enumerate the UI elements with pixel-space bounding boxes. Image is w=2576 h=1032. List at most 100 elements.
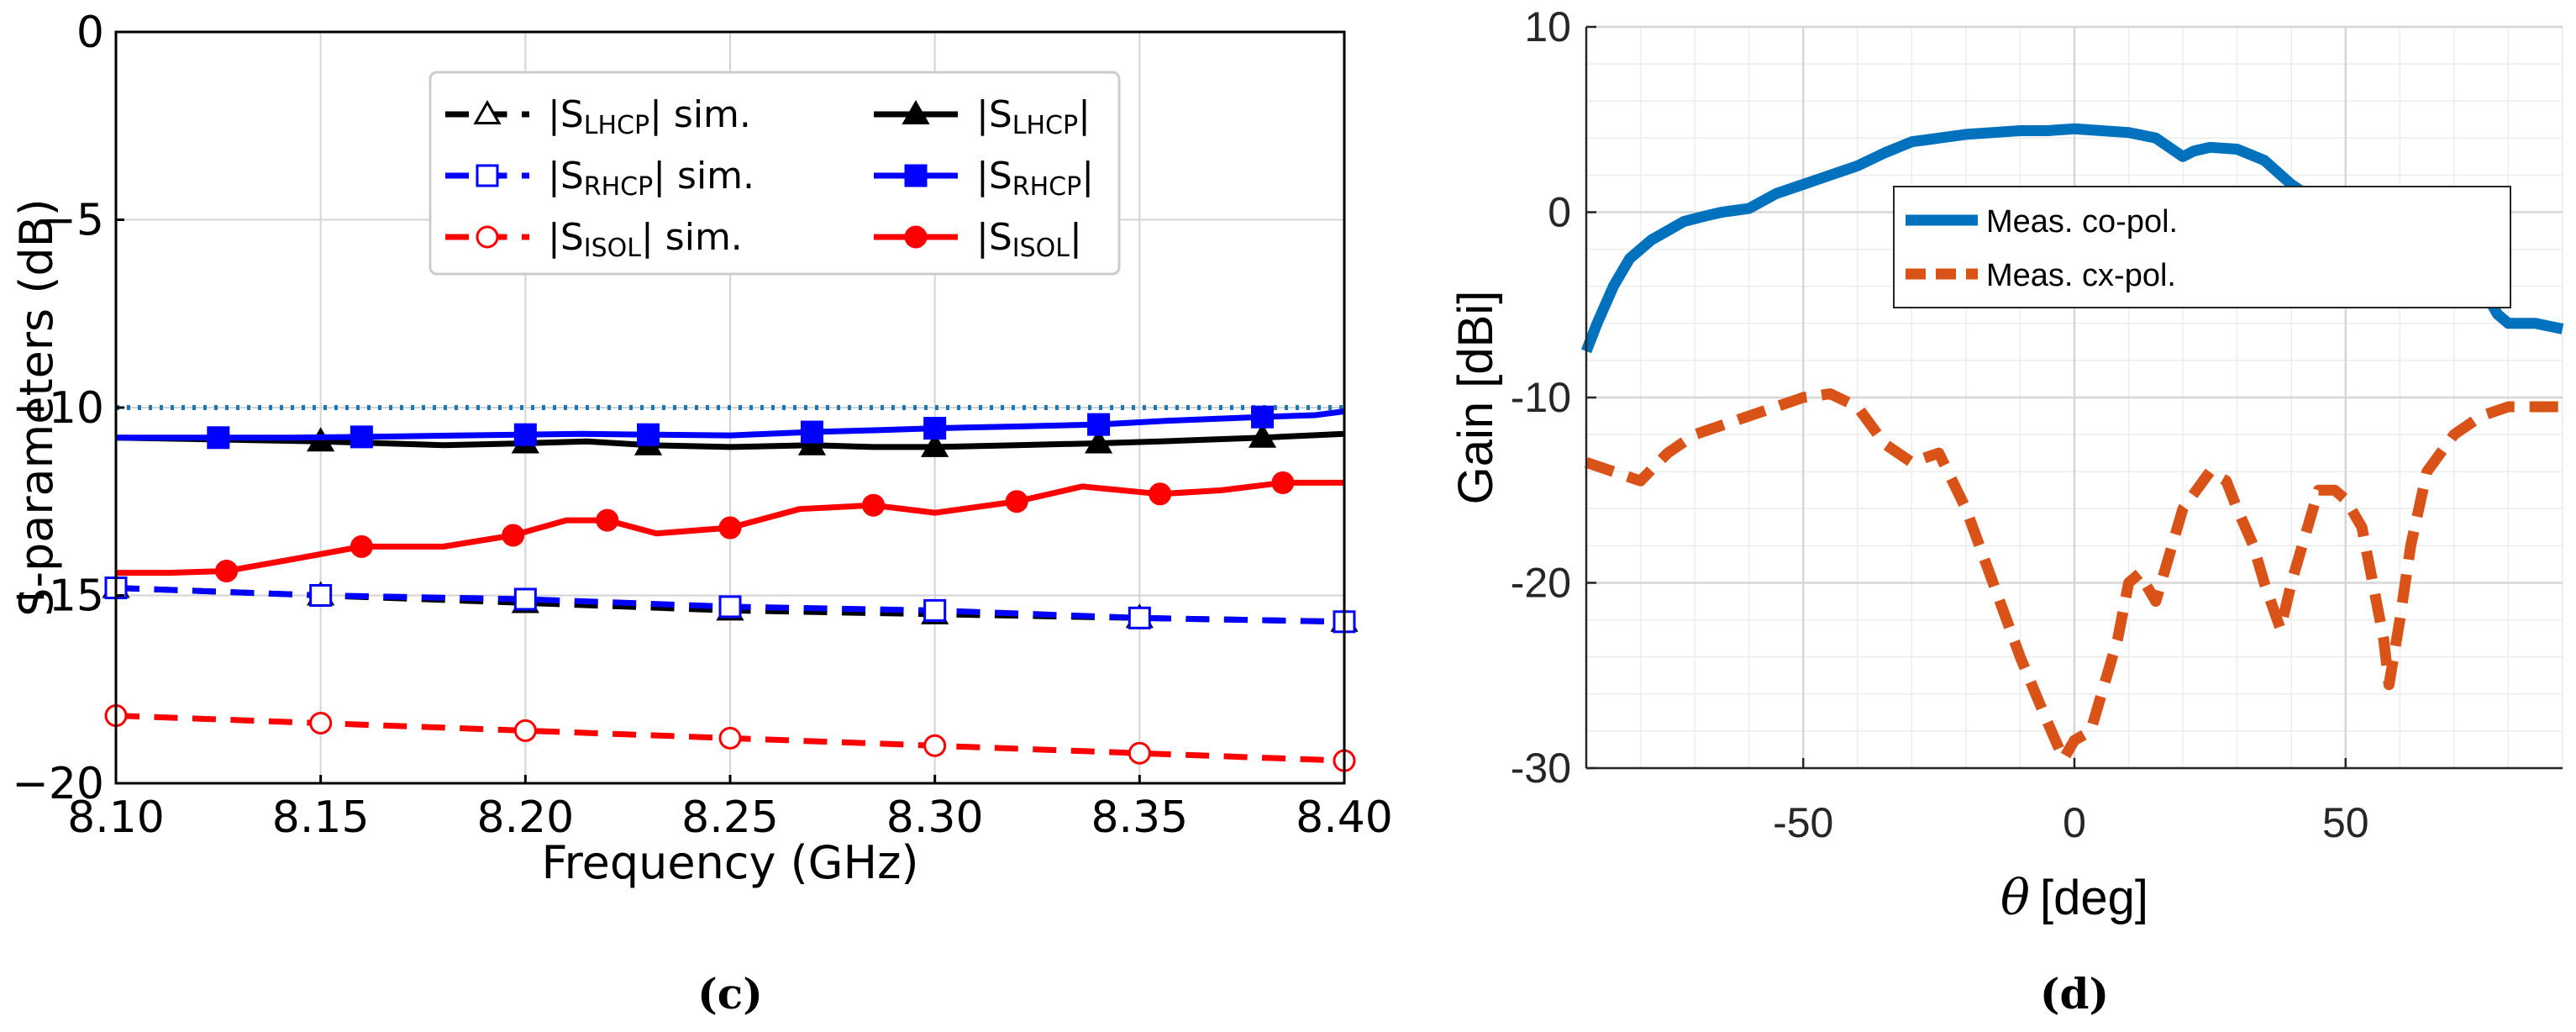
panel-c-y-axis-label: S-parameters (dB) — [10, 198, 63, 617]
legend-label-subscript: LHCP — [584, 111, 649, 140]
x-tick-label: 0 — [2063, 799, 2086, 846]
data-point — [923, 734, 947, 757]
data-point — [718, 595, 742, 619]
data-point — [862, 493, 886, 517]
series-line-4 — [116, 408, 1345, 441]
x-tick-label: 50 — [2322, 799, 2369, 846]
legend-label: |SRHCP| — [976, 155, 1094, 202]
legend-label: Meas. co-pol. — [1986, 204, 2178, 240]
panel-d: -50 0 50 100-10-20-30 θ [deg] Gain [dBi] Me… — [1448, 3, 2564, 1019]
data-point — [718, 726, 742, 750]
series-line-3 — [115, 430, 1345, 450]
panel-c-x-axis-label: Frequency (GHz) — [541, 836, 918, 889]
legend-label-prefix: |S — [548, 93, 584, 136]
legend-box — [1893, 186, 2511, 308]
data-point — [1271, 471, 1295, 494]
data-point — [309, 711, 333, 735]
panel-d-grid — [1585, 25, 2563, 770]
data-point — [502, 524, 525, 547]
x-tick-label: 8.25 — [681, 792, 779, 843]
legend-label: |SLHCP| — [976, 93, 1091, 140]
data-point — [923, 417, 947, 440]
legend-label-prefix: |S — [548, 216, 584, 259]
x-axis-unit: [deg] — [2040, 871, 2148, 925]
data-point — [923, 598, 947, 622]
legend-label: |SISOL| sim. — [548, 216, 743, 263]
y-tick-label: -10 — [1511, 374, 1571, 421]
panel-c-y-ticks: 0 −5 −10 −15 −20 — [12, 8, 124, 809]
panel-d-label: (d) — [2040, 969, 2109, 1019]
legend-label-suffix: | — [1070, 216, 1082, 259]
legend-label-suffix: | sim. — [649, 93, 751, 136]
panel-d-y-ticks: 10 0 -10 -20 -30 — [1511, 3, 1596, 792]
y-tick-label: 0 — [76, 8, 104, 58]
y-tick-label: 0 — [1548, 189, 1571, 236]
y-tick-label: −10 — [12, 383, 104, 434]
legend-label-prefix: |S — [548, 155, 584, 197]
data-point — [350, 534, 373, 558]
panel-d-x-axis-label: θ [deg] — [2000, 869, 2148, 926]
data-point — [215, 559, 239, 582]
data-point — [1149, 482, 1172, 506]
legend-marker — [473, 99, 502, 124]
y-tick-label: −15 — [12, 571, 104, 622]
data-point — [800, 420, 823, 444]
legend-marker — [476, 164, 499, 187]
legend-label-prefix: |S — [976, 93, 1012, 136]
x-tick-label: 8.10 — [67, 792, 165, 843]
y-tick-label: −5 — [39, 196, 104, 246]
data-point — [309, 584, 333, 607]
data-point — [513, 423, 537, 446]
series-line-1 — [1584, 388, 2563, 765]
data-point — [1085, 429, 1113, 454]
legend-box — [428, 71, 1121, 276]
theta-symbol: θ — [2000, 869, 2030, 926]
legend-marker — [904, 225, 928, 249]
panel-c-series — [102, 405, 1359, 772]
data-point — [1128, 741, 1151, 765]
x-tick-label: 8.30 — [886, 792, 984, 843]
data-point — [1128, 606, 1151, 629]
data-point — [513, 587, 537, 611]
legend-marker — [904, 164, 928, 187]
legend-label-suffix: | — [1078, 93, 1091, 136]
legend-label-suffix: | sim. — [641, 216, 743, 259]
data-point — [921, 432, 949, 457]
x-tick-label: 8.15 — [272, 792, 370, 843]
legend-label: |SISOL| — [976, 216, 1082, 263]
legend-marker — [476, 225, 499, 249]
data-point — [637, 423, 660, 446]
panel-d-x-ticks: -50 0 50 — [1773, 758, 2369, 846]
data-point — [596, 508, 619, 532]
legend-label-subscript: LHCP — [1012, 111, 1078, 140]
x-tick-label: 8.20 — [476, 792, 574, 843]
legend-label-suffix: | — [1081, 155, 1094, 197]
y-tick-label: −20 — [12, 759, 104, 809]
legend-label-prefix: |S — [976, 155, 1012, 197]
panel-c-x-ticks: 8.10 8.15 8.20 8.25 8.30 8.35 8.40 — [67, 775, 1393, 843]
legend-label-suffix: | sim. — [653, 155, 754, 197]
legend-label: |SLHCP| sim. — [548, 93, 751, 140]
panel-c-legend: |SLHCP| sim.|SRHCP| sim.|SISOL| sim.|SLH… — [428, 71, 1121, 276]
data-point — [513, 719, 537, 742]
x-tick-label: 8.40 — [1296, 792, 1393, 843]
x-tick-label: -50 — [1773, 799, 1833, 846]
legend-label: |SRHCP| sim. — [548, 155, 754, 202]
x-tick-label: 8.35 — [1091, 792, 1188, 843]
data-point — [797, 430, 827, 455]
series-line-5 — [116, 479, 1344, 577]
legend-label-subscript: RHCP — [1012, 172, 1081, 202]
panel-c-label: (c) — [697, 969, 763, 1019]
data-point — [350, 425, 373, 449]
data-point — [1005, 490, 1028, 513]
y-tick-label: -20 — [1511, 560, 1571, 607]
y-tick-label: 10 — [1524, 3, 1571, 50]
data-point — [207, 426, 230, 450]
legend-label-subscript: RHCP — [584, 172, 653, 202]
legend-label-subscript: ISOL — [584, 234, 642, 263]
panel-d-y-axis-label: Gain [dBi] — [1448, 291, 1503, 505]
panel-c: 8.10 8.15 8.20 8.25 8.30 8.35 8.40 0 −5 −10 −15 −2… — [10, 8, 1393, 1019]
data-point — [1087, 413, 1111, 436]
legend-label-prefix: |S — [976, 216, 1012, 259]
